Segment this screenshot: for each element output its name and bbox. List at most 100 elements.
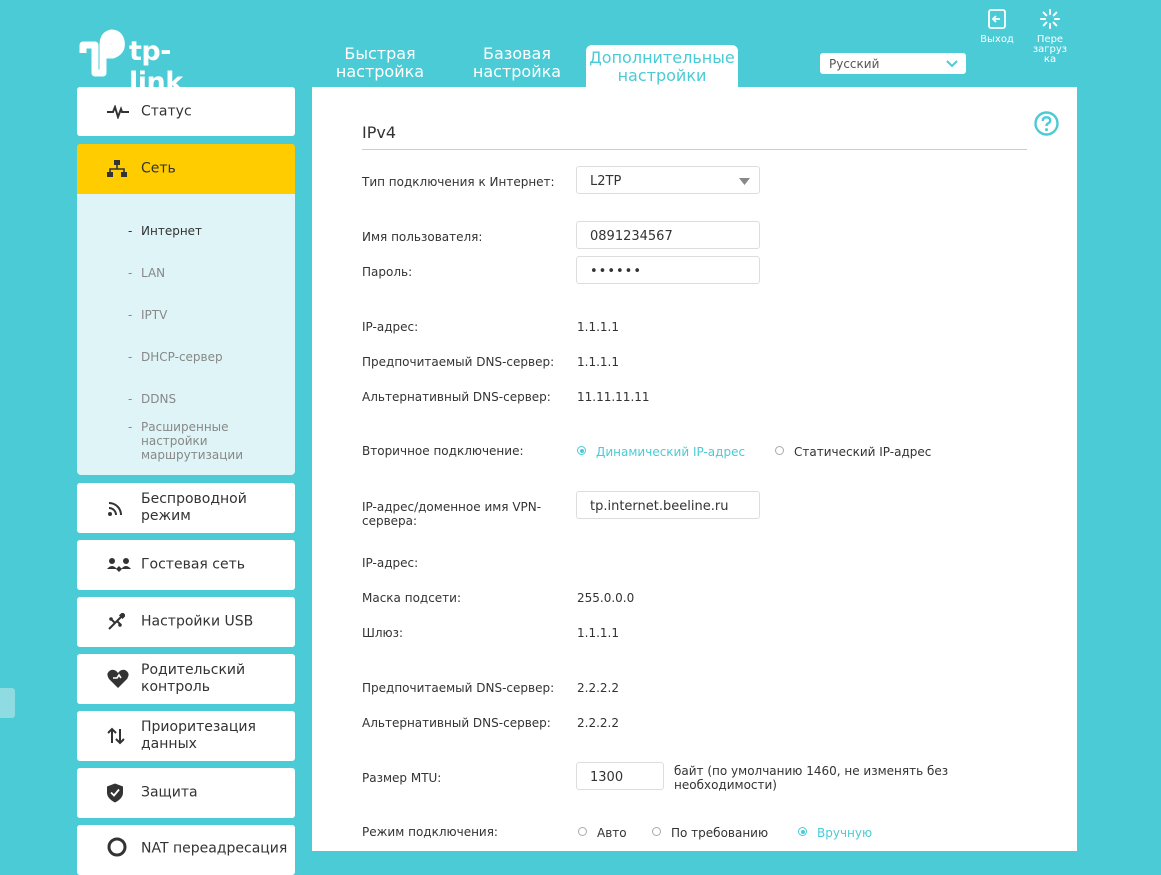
submenu-label: DHCP-сервер [141,350,223,364]
radio-label: Авто [597,826,627,840]
logout-button[interactable]: Выход [976,9,1018,45]
radio-dot [775,446,784,455]
submenu-item-ddns[interactable]: - DDNS [128,392,177,406]
sidebar-item-label: Статус [141,103,192,119]
radio-mode-manual[interactable]: Вручную [798,826,872,840]
network-icon [107,160,127,177]
sidebar-item-security[interactable]: Защита [77,768,295,818]
dns2-label: Альтернативный DNS-сервер: [362,390,551,404]
reboot-label-line2: загруз [1032,44,1068,55]
secondary-dns2-value: 2.2.2.2 [577,716,619,730]
secondary-dns1-value: 2.2.2.2 [577,681,619,695]
sidebar-item-label: NAT переадресация [141,840,288,857]
sidebar-item-guest-network[interactable]: Гостевая сеть [77,540,295,590]
dns1-label: Предпочитаемый DNS-сервер: [362,355,555,369]
triangle-down-icon [739,178,750,185]
mtu-hint-line1: байт (по умолчанию 1460, не изменять без [674,764,949,778]
chevron-down-icon [946,60,958,68]
radio-mode-auto[interactable]: Авто [578,826,627,840]
vpn-server-label-line1: IP-адрес/доменное имя VPN- [362,500,542,514]
radio-label: По требованию [671,826,769,840]
submenu-label: DDNS [141,392,177,406]
submenu-item-lan[interactable]: - LAN [128,266,166,280]
vpn-server-input[interactable]: tp.internet.beeline.ru [576,491,760,519]
guest-network-icon [107,558,131,572]
logout-label: Выход [980,34,1014,45]
mtu-hint-line2: необходимости) [674,778,777,792]
parental-heart-icon [107,669,129,688]
radio-dot [798,827,807,836]
submenu-item-iptv[interactable]: - IPTV [128,308,168,322]
reboot-icon [1040,9,1060,29]
sidebar-item-nat[interactable]: NAT переадресация [77,825,295,875]
tab-label-line2: настройка [335,62,425,81]
dns1-value: 1.1.1.1 [577,355,619,369]
gateway-label: Шлюз: [362,626,404,640]
ip-label: IP-адрес: [362,320,419,334]
tab-label-line1: Базовая [483,44,551,63]
sidebar-item-priority[interactable]: Приоритезация данных [77,711,295,761]
username-input[interactable]: 0891234567 [576,221,760,249]
pulse-icon [107,104,129,119]
main-panel: IPv4 Тип подключения к Интернет: L2TP Им… [312,87,1077,851]
priority-arrows-icon [107,727,125,745]
submenu-label: Интернет [141,224,203,238]
submenu-label: LAN [141,266,166,280]
secondary-ip-label: IP-адрес: [362,556,419,570]
radio-dynamic-ip[interactable]: Динамический IP-адрес [577,445,745,459]
radio-label: Вручную [817,826,873,840]
sidebar-item-usb[interactable]: Настройки USB [77,597,295,647]
tab-label-line1: Быстрая [344,44,416,63]
sidebar-item-parental[interactable]: Родительский контроль [77,654,295,704]
password-label: Пароль: [362,265,413,279]
vpn-server-label-line2: сервера: [362,514,418,528]
logout-icon [988,9,1006,29]
shield-icon [107,783,123,803]
sidebar-item-label: Сеть [141,160,176,177]
submenu-item-advanced-routing[interactable]: - Расширенные настройки маршрутизации [128,420,268,462]
mtu-value: 1300 [590,770,624,785]
username-value: 0891234567 [590,229,673,244]
section-divider [362,149,1027,150]
vpn-server-value: tp.internet.beeline.ru [590,499,729,514]
gateway-value: 1.1.1.1 [577,626,619,640]
sidebar-item-wireless[interactable]: Беспроводной режим [77,483,295,533]
subnet-mask-value: 255.0.0.0 [577,591,635,605]
submenu-item-internet[interactable]: - Интернет [128,224,203,238]
help-icon[interactable] [1034,111,1059,136]
radio-mode-on-demand[interactable]: По требованию [652,826,768,840]
sidebar-item-network[interactable]: Сеть [77,144,295,194]
secondary-dns1-label: Предпочитаемый DNS-сервер: [362,681,555,695]
connection-type-select[interactable]: L2TP [576,166,760,194]
reboot-button[interactable]: Пере загруз ка [1030,9,1070,65]
submenu-item-dhcp[interactable]: - DHCP-сервер [128,350,223,364]
secondary-connection-label: Вторичное подключение: [362,444,524,458]
sidebar-item-label: Гостевая сеть [141,556,245,573]
usb-icon [108,613,125,630]
language-select[interactable]: Русский [819,52,967,75]
tab-advanced[interactable]: Дополнительные настройки [586,45,738,87]
tp-link-logo-icon [79,29,125,77]
mtu-input[interactable]: 1300 [576,762,664,790]
vpn-server-label: IP-адрес/доменное имя VPN- сервера: [362,500,541,528]
tab-basic[interactable]: Базовая настройка [467,45,567,87]
sidebar-item-status[interactable]: Статус [77,87,295,136]
dns2-value: 11.11.11.11 [577,390,650,404]
ip-value: 1.1.1.1 [577,320,619,334]
section-title: IPv4 [362,123,397,142]
radio-static-ip[interactable]: Статический IP-адрес [775,445,931,459]
side-handle[interactable] [0,688,15,718]
radio-label: Динамический IP-адрес [596,445,746,459]
username-label: Имя пользователя: [362,230,483,244]
sidebar-item-label: Приоритезация данных [141,719,256,752]
connection-mode-label: Режим подключения: [362,825,498,839]
nat-icon [107,837,127,857]
password-input[interactable]: •••••• [576,256,760,284]
radio-dot [652,827,661,836]
radio-dot [577,446,586,455]
reboot-label-line3: ка [1043,54,1057,65]
submenu-label: Расширенные настройки маршрутизации [141,420,244,462]
password-value: •••••• [590,264,643,279]
mtu-hint: байт (по умолчанию 1460, не изменять без… [674,764,948,792]
tab-quick-setup[interactable]: Быстрая настройка [330,45,430,87]
